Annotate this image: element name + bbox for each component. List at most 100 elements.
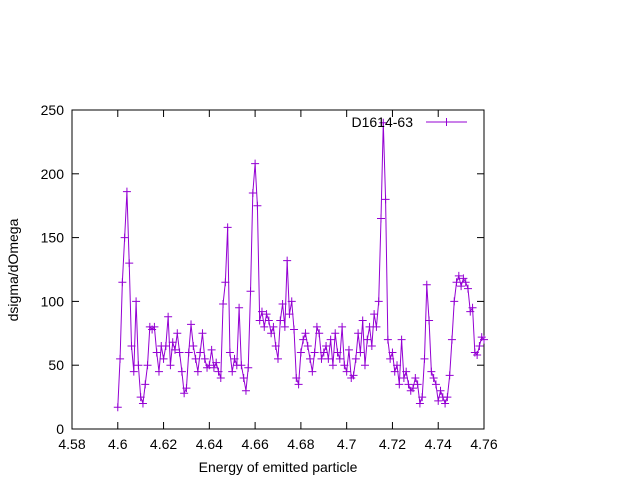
point-marker xyxy=(248,188,257,197)
point-marker xyxy=(292,373,301,382)
point-marker xyxy=(475,342,484,351)
point-marker xyxy=(205,361,214,370)
point-marker xyxy=(338,322,347,331)
point-marker xyxy=(120,233,129,242)
point-marker xyxy=(445,371,454,380)
point-marker xyxy=(397,335,406,344)
point-marker xyxy=(402,367,411,376)
x-tick-label: 4.76 xyxy=(470,436,497,452)
point-marker xyxy=(264,316,273,325)
point-marker xyxy=(324,354,333,363)
legend-label: D1614-63 xyxy=(352,114,414,130)
point-marker xyxy=(420,354,429,363)
x-tick-label: 4.68 xyxy=(287,436,314,452)
point-marker xyxy=(434,396,443,405)
point-marker xyxy=(354,329,363,338)
point-marker xyxy=(331,329,340,338)
point-marker xyxy=(436,386,445,395)
point-marker xyxy=(393,361,402,370)
point-marker xyxy=(377,214,385,223)
point-marker xyxy=(422,280,431,289)
point-marker xyxy=(132,297,141,306)
point-marker xyxy=(303,342,312,351)
y-tick-label: 200 xyxy=(41,166,65,182)
point-marker xyxy=(340,361,349,370)
point-marker xyxy=(219,299,228,308)
point-marker xyxy=(177,367,186,376)
point-marker xyxy=(319,348,328,357)
x-axis-label: Energy of emitted particle xyxy=(199,459,358,475)
point-marker xyxy=(411,373,420,382)
point-marker xyxy=(191,354,200,363)
point-marker xyxy=(379,118,388,127)
point-marker xyxy=(207,345,216,354)
point-marker xyxy=(143,361,152,370)
point-marker xyxy=(335,354,344,363)
point-marker xyxy=(255,316,264,325)
point-marker xyxy=(395,380,404,389)
point-marker xyxy=(399,373,408,382)
point-marker xyxy=(180,389,189,398)
point-marker xyxy=(257,307,266,316)
point-marker xyxy=(113,403,122,412)
y-tick-label: 0 xyxy=(56,421,64,437)
point-marker xyxy=(184,348,193,357)
point-marker xyxy=(200,354,209,363)
point-marker xyxy=(473,350,482,359)
point-marker xyxy=(253,201,262,210)
point-marker xyxy=(175,348,184,357)
point-marker xyxy=(138,399,147,408)
point-marker xyxy=(342,367,351,376)
point-marker xyxy=(418,393,427,402)
y-tick-label: 50 xyxy=(48,357,64,373)
point-marker xyxy=(235,303,244,312)
point-marker xyxy=(122,187,131,196)
point-marker xyxy=(388,348,397,357)
point-marker xyxy=(241,386,250,395)
point-marker xyxy=(312,322,321,331)
point-marker xyxy=(372,322,381,331)
point-marker xyxy=(358,316,367,325)
point-marker xyxy=(225,348,234,357)
point-marker xyxy=(154,367,163,376)
point-marker xyxy=(209,363,218,372)
point-marker xyxy=(425,316,434,325)
point-marker xyxy=(374,297,383,306)
point-marker xyxy=(429,373,438,382)
x-tick-label: 4.58 xyxy=(58,436,85,452)
x-tick-label: 4.6 xyxy=(108,436,128,452)
point-marker xyxy=(390,367,399,376)
point-marker xyxy=(260,322,269,331)
point-marker xyxy=(294,380,303,389)
point-marker xyxy=(171,345,179,354)
point-marker xyxy=(214,367,223,376)
point-marker xyxy=(326,335,335,344)
point-marker xyxy=(116,354,125,363)
point-marker xyxy=(189,342,198,351)
point-marker xyxy=(118,278,127,287)
point-marker xyxy=(125,259,134,268)
y-axis-label: dsigma/dOmega xyxy=(5,218,21,321)
point-marker xyxy=(457,282,466,291)
point-marker xyxy=(306,354,315,363)
point-marker xyxy=(461,278,470,287)
point-marker xyxy=(251,159,260,168)
x-tick-label: 4.64 xyxy=(196,436,223,452)
point-marker xyxy=(166,361,175,370)
point-marker xyxy=(480,335,488,344)
point-marker xyxy=(150,322,159,331)
point-marker xyxy=(454,271,463,280)
point-marker xyxy=(322,342,331,351)
legend-marker xyxy=(442,118,451,126)
point-marker xyxy=(237,361,246,370)
point-marker xyxy=(134,361,143,370)
point-marker xyxy=(409,384,418,393)
point-marker xyxy=(187,320,196,329)
point-marker xyxy=(152,348,161,357)
point-marker xyxy=(182,384,191,393)
point-marker xyxy=(246,287,255,296)
point-marker xyxy=(356,348,365,357)
point-marker xyxy=(315,329,324,338)
point-marker xyxy=(351,354,360,363)
